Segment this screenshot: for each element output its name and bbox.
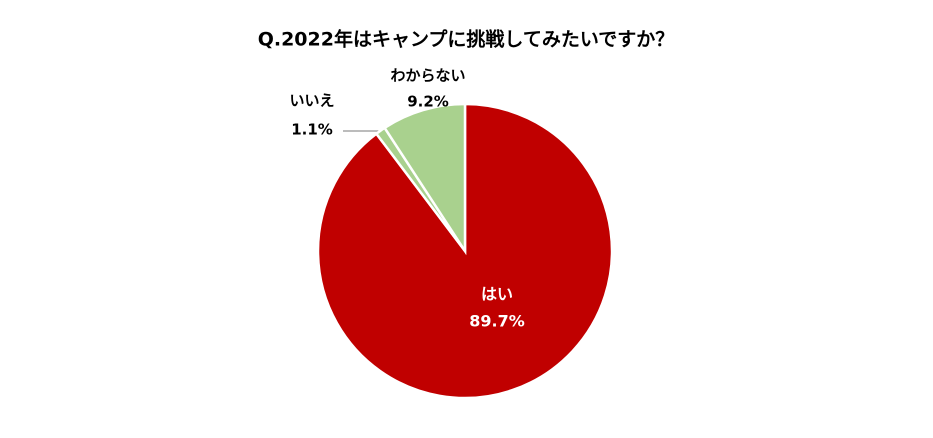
category-label: わからない	[390, 67, 465, 85]
value-label: 9.2%	[407, 93, 449, 111]
value-label: 89.7%	[469, 312, 525, 331]
pie-slice	[382, 102, 467, 256]
value-label: 1.1%	[291, 121, 333, 139]
category-label: いいえ	[289, 92, 334, 110]
category-label: はい	[481, 285, 513, 304]
chart-title: Q.2022年はキャンプに挑戦してみたいですか？	[258, 28, 675, 51]
